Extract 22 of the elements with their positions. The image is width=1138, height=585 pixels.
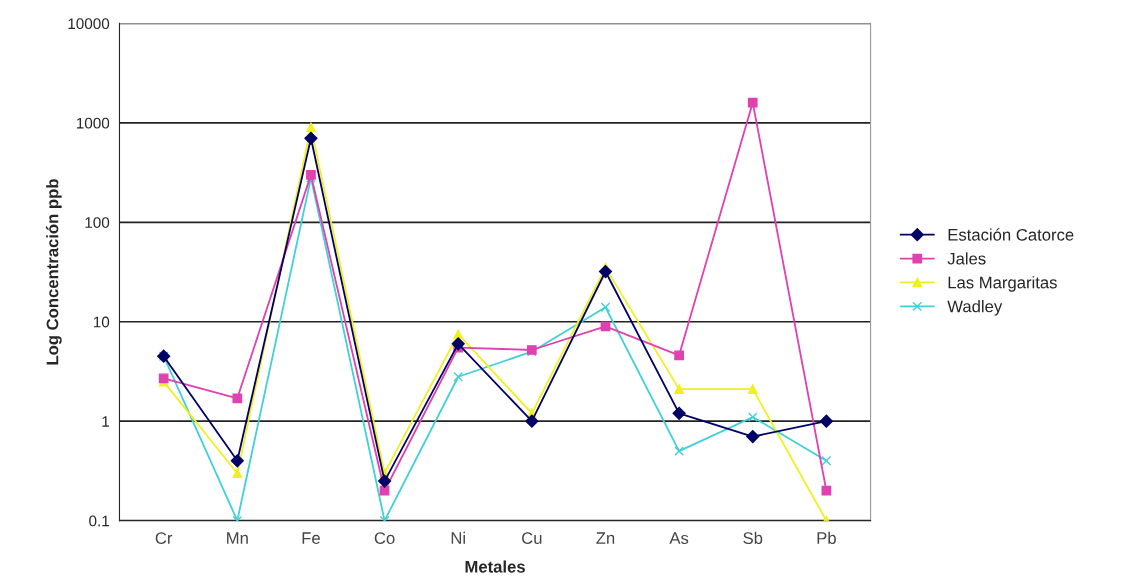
x-tick-label: Mn — [227, 532, 248, 544]
legend-label: Wadley — [947, 300, 1003, 316]
y-axis-title: Log Concentración ppb — [45, 179, 62, 365]
x-tick-label: Zn — [596, 532, 615, 544]
y-tick-label: 1000 — [76, 117, 110, 129]
x-tick-label: As — [669, 532, 689, 544]
legend-label: Estación Catorce — [948, 228, 1074, 241]
x-tick-label: Cr — [155, 532, 173, 544]
y-tick-label: 1 — [102, 416, 110, 427]
x-tick-label: Co — [374, 532, 395, 544]
y-tick-label: 10000 — [68, 18, 110, 30]
x-tick-label: Pb — [817, 531, 836, 544]
x-tick-label: Ni — [451, 531, 465, 544]
y-tick-label: 100 — [85, 217, 110, 228]
y-tick-label: 10 — [93, 316, 110, 328]
y-tick-label: 0.1 — [89, 515, 110, 527]
legend-label: Jales — [947, 252, 986, 265]
x-tick-label: Sb — [743, 531, 763, 544]
x-axis-title: Metales — [465, 560, 525, 573]
x-tick-label: Fe — [302, 532, 320, 544]
x-tick-label: Cu — [522, 532, 542, 544]
legend-label: Las Margaritas — [948, 276, 1057, 292]
